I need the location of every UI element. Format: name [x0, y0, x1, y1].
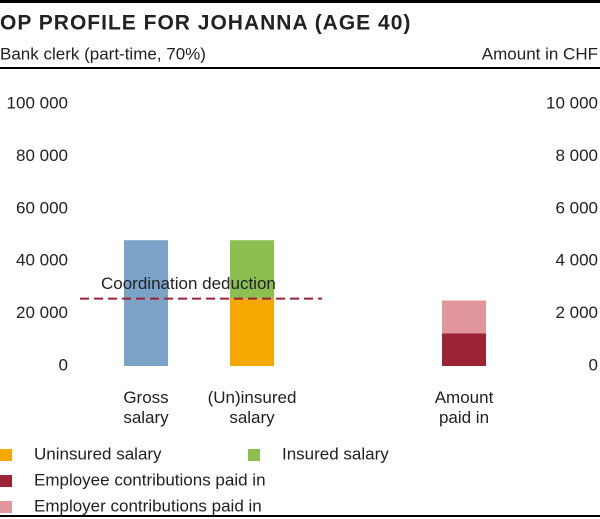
bar: [230, 240, 274, 299]
y2-tick-label: 8 000: [555, 146, 598, 165]
legend-swatch: [0, 501, 12, 513]
legend-label: Uninsured salary: [34, 444, 162, 463]
bar: [442, 333, 486, 366]
bar: [442, 300, 486, 334]
bar: [230, 298, 274, 366]
bottom-rule: [0, 515, 600, 517]
y2-tick-label: 2 000: [555, 303, 598, 322]
y2-tick-label: 6 000: [555, 198, 598, 217]
y-tick-label: 60 000: [16, 198, 68, 217]
x-tick-label: Gross salary: [123, 388, 169, 427]
legend-swatch: [0, 475, 12, 487]
y2-tick-label: 0: [589, 355, 598, 374]
legend-label: Insured salary: [282, 444, 389, 463]
sub-rule: [0, 67, 600, 69]
x-tick-label: Amount paid in: [434, 388, 494, 427]
chart-subtitle: Bank clerk (part-time, 70%): [0, 44, 206, 63]
x-tick-label: (Un)insured salary: [207, 388, 297, 427]
bar: [124, 240, 168, 366]
y-tick-label: 100 000: [7, 93, 68, 112]
y-tick-label: 80 000: [16, 146, 68, 165]
y2-tick-label: 4 000: [555, 251, 598, 270]
legend-swatch: [248, 449, 260, 461]
legend-label: Employer contributions paid in: [34, 496, 262, 515]
legend-label: Employee contributions paid in: [34, 470, 266, 489]
annotation-text: Coordination deduction: [101, 274, 276, 293]
y-tick-label: 0: [59, 355, 68, 374]
axis-label: Amount in CHF: [482, 44, 598, 63]
y-tick-label: 20 000: [16, 303, 68, 322]
chart-title: OP PROFILE FOR JOHANNA (AGE 40): [0, 12, 411, 35]
y-tick-label: 40 000: [16, 251, 68, 270]
top-rule: [0, 0, 600, 3]
y2-tick-label: 10 000: [546, 93, 598, 112]
legend-swatch: [0, 449, 12, 461]
